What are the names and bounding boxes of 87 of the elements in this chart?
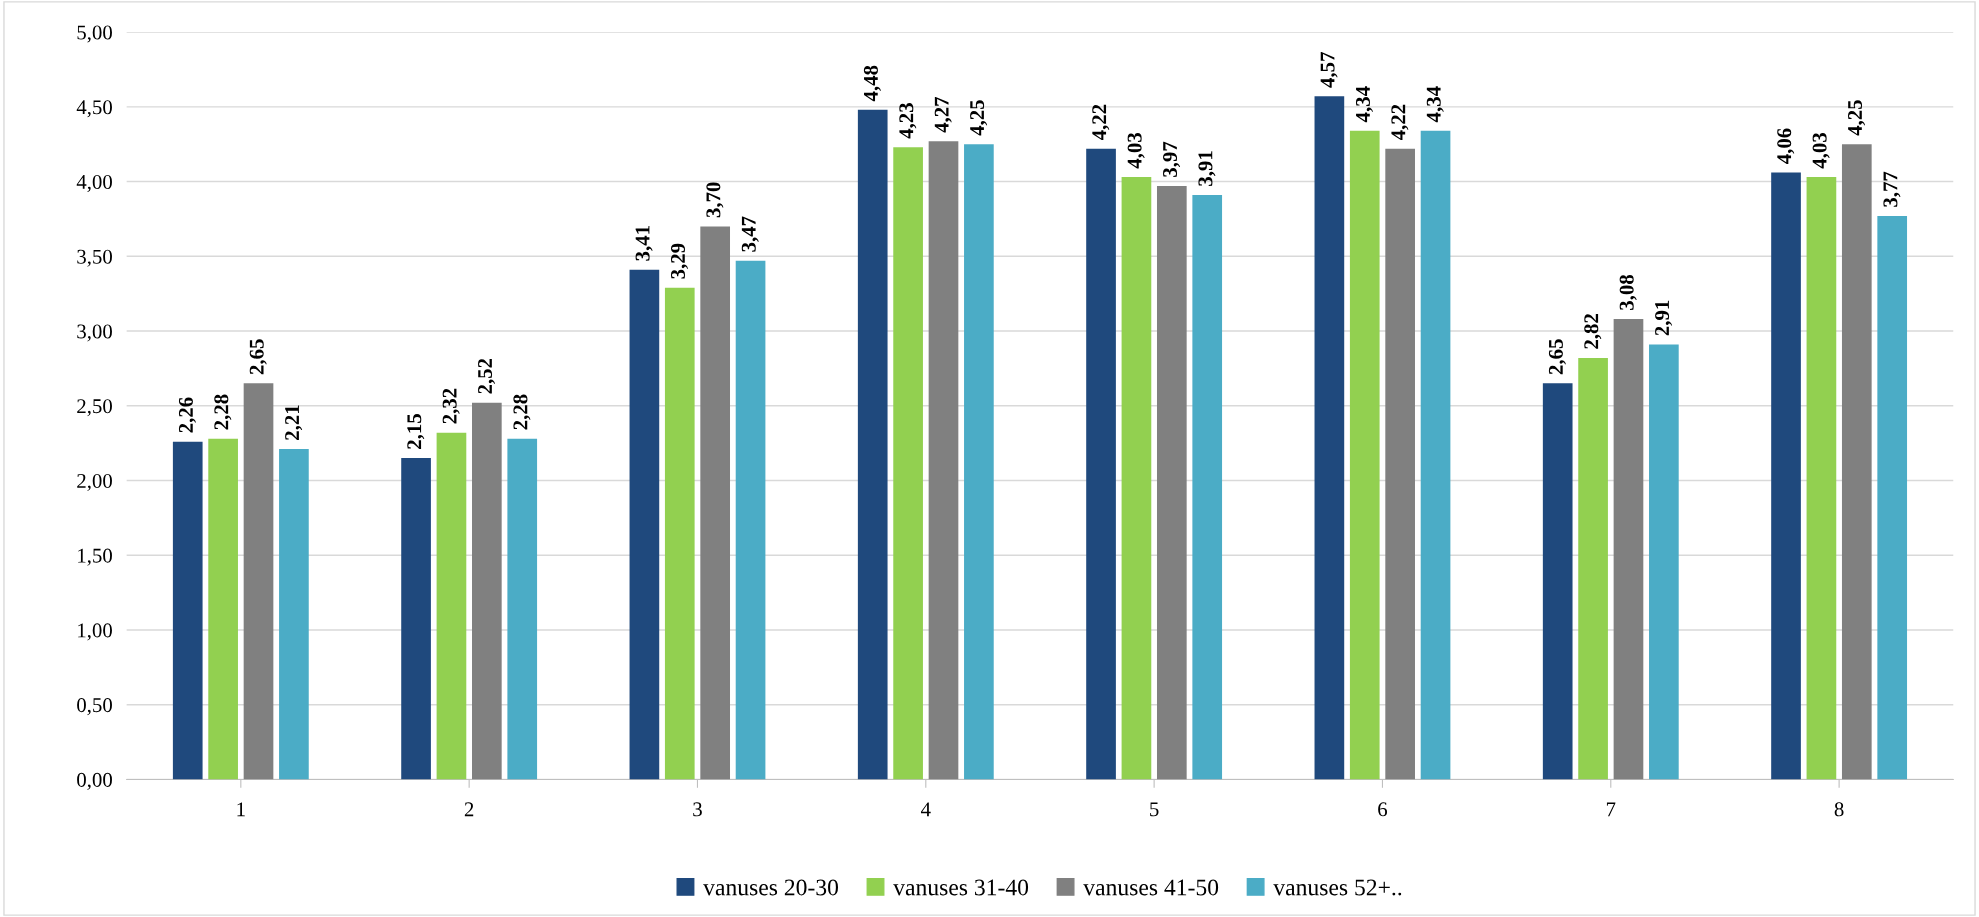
- data-label: 2,82: [1584, 314, 1602, 349]
- data-label: 4,23: [899, 103, 917, 139]
- x-tick-label: 8: [1834, 802, 1844, 817]
- data-label: 2,52: [478, 358, 496, 394]
- data-label: 4,22: [1391, 104, 1409, 141]
- bar: [401, 458, 431, 780]
- bar: [1192, 195, 1223, 780]
- y-tick-label: 1,50: [78, 548, 112, 566]
- bar: [893, 147, 923, 780]
- data-label: 3,47: [741, 216, 759, 252]
- y-tick-label: 5,00: [77, 25, 112, 43]
- bar: [1877, 215, 1908, 780]
- bar: [1420, 130, 1451, 780]
- data-label: 4,48: [863, 65, 881, 102]
- bar: [1314, 96, 1345, 780]
- bar: [1578, 357, 1608, 780]
- bar: [700, 226, 731, 780]
- data-label: 2,32: [442, 388, 460, 424]
- y-tick-label: 2,00: [77, 473, 112, 491]
- bar: [1086, 148, 1116, 780]
- data-label: 4,03: [1812, 133, 1830, 169]
- data-label: 2,28: [214, 394, 232, 430]
- data-label: 4,25: [970, 100, 988, 136]
- bar: [279, 449, 309, 780]
- x-tick-label: 3: [693, 802, 702, 817]
- bar: [735, 260, 766, 780]
- bar: [1806, 177, 1837, 780]
- bar: [1841, 144, 1872, 780]
- bar: [436, 432, 467, 780]
- data-label: 3,77: [1883, 171, 1901, 207]
- data-label: 4,34: [1426, 86, 1444, 123]
- bar: [1156, 186, 1187, 780]
- bar: [928, 141, 959, 780]
- bar: [1385, 148, 1415, 780]
- y-tick-label: 1,00: [78, 623, 112, 641]
- x-tick-label: 7: [1606, 802, 1616, 817]
- bar: [243, 383, 274, 780]
- x-tick-label: 4: [921, 802, 931, 817]
- data-label: 4,27: [934, 96, 952, 133]
- y-tick-label: 0,00: [77, 772, 112, 790]
- data-label: 3,97: [1163, 141, 1181, 177]
- data-label: 2,91: [1655, 300, 1673, 336]
- data-label: 2,21: [285, 405, 303, 440]
- data-label: 2,65: [249, 339, 267, 375]
- data-label: 4,25: [1848, 100, 1866, 136]
- x-tick-label: 5: [1150, 802, 1159, 817]
- y-tick-label: 3,50: [77, 249, 112, 267]
- bar: [172, 441, 203, 780]
- legend-label: vanuses 52+..: [1273, 879, 1402, 896]
- bar: [857, 109, 888, 780]
- data-label: 4,06: [1777, 128, 1795, 164]
- y-tick-label: 3,00: [77, 324, 112, 342]
- bar: [1542, 383, 1573, 780]
- data-label: 2,15: [407, 414, 425, 449]
- bar: [1121, 177, 1152, 780]
- data-label: 3,91: [1198, 151, 1216, 186]
- data-label: 4,34: [1355, 86, 1373, 123]
- legend-label: vanuses 41-50: [1083, 879, 1219, 896]
- bar: [208, 438, 238, 780]
- data-label: 3,08: [1619, 274, 1637, 310]
- y-tick-label: 2,50: [77, 399, 112, 417]
- data-label: 3,41: [635, 226, 653, 261]
- y-tick-label: 4,00: [76, 174, 112, 192]
- bar: [1349, 130, 1380, 780]
- bar: [629, 269, 660, 780]
- bar: [507, 438, 538, 780]
- bar: [1649, 344, 1679, 780]
- data-label: 4,57: [1320, 52, 1338, 88]
- x-tick-label: 6: [1378, 802, 1388, 817]
- data-label: 2,65: [1548, 339, 1566, 375]
- data-label: 2,28: [513, 394, 531, 430]
- legend-label: vanuses 31-40: [893, 879, 1029, 896]
- bar: [1613, 319, 1644, 780]
- x-tick-label: 2: [464, 802, 474, 817]
- bar: [664, 287, 695, 780]
- y-tick-label: 0,50: [77, 698, 112, 716]
- data-label: 2,26: [178, 397, 196, 433]
- bar: [1771, 172, 1801, 780]
- data-label: 4,03: [1127, 133, 1145, 169]
- x-tick-label: 1: [237, 802, 245, 817]
- data-label: 3,29: [670, 243, 689, 279]
- data-label: 4,22: [1092, 104, 1110, 141]
- bar: [964, 144, 994, 780]
- bar: [472, 402, 502, 780]
- data-label: 3,70: [706, 182, 724, 218]
- legend-label: vanuses 20-30: [703, 879, 839, 896]
- y-tick-label: 4,50: [76, 100, 112, 118]
